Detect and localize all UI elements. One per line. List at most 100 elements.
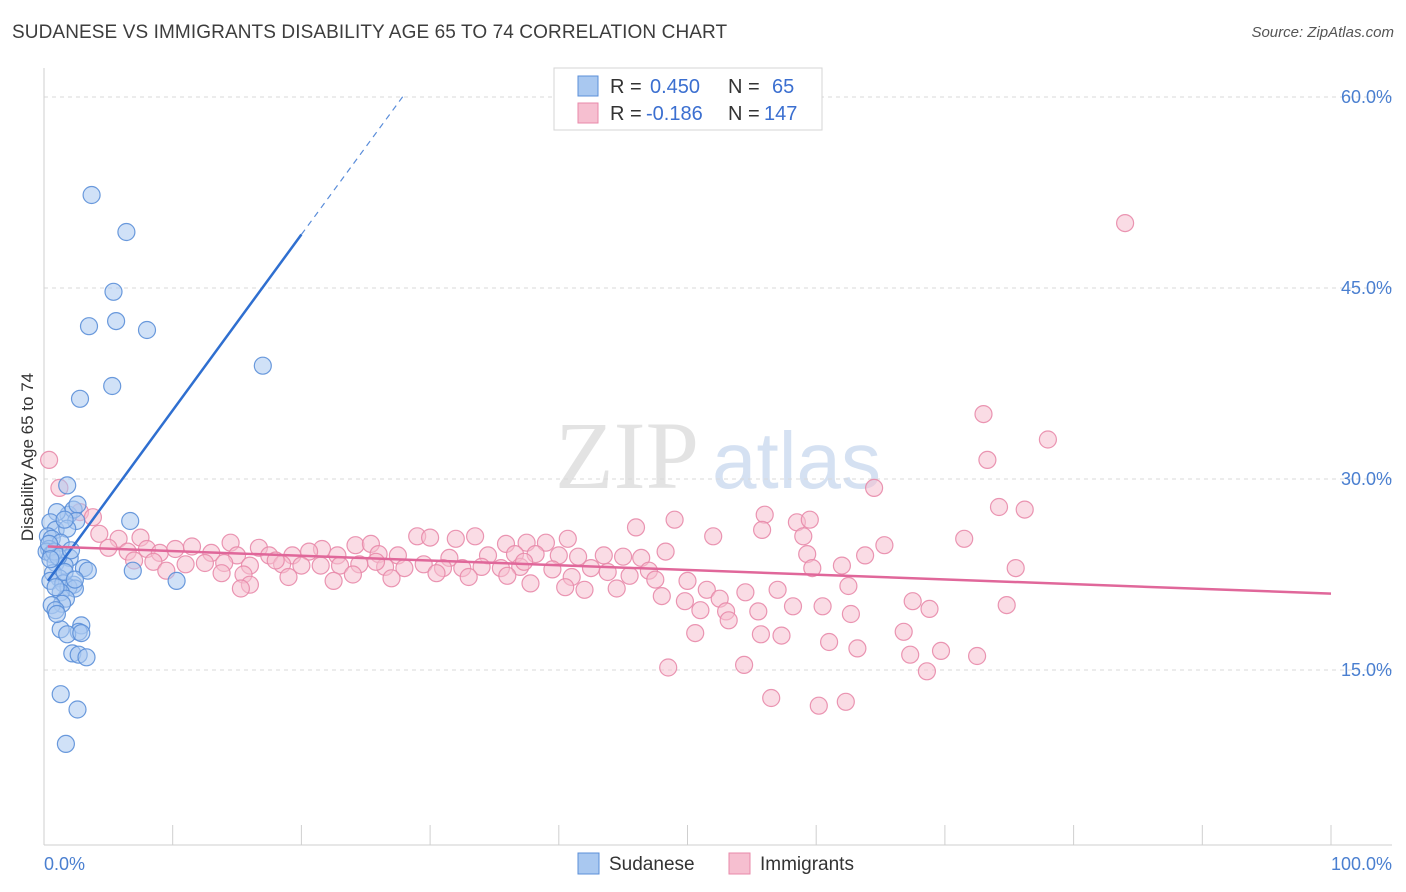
immigrants-point-131 (931, 641, 951, 661)
immigrants-point-30 (446, 529, 465, 548)
sudanese-point-53 (56, 734, 76, 754)
immigrants-point-130 (901, 645, 920, 664)
immigrants-point-114 (783, 597, 803, 616)
immigrants-point-112 (675, 592, 695, 611)
sudanese-point-30 (123, 561, 142, 580)
stats-legend: R = 0.450 N = 65 R = -0.186 N = 147 (553, 67, 823, 131)
immigrants-point-4 (864, 478, 884, 497)
legend-n-label-sudanese: N = (728, 76, 760, 98)
immigrants-point-35 (558, 529, 577, 548)
immigrants-point-126 (772, 626, 791, 645)
immigrants-point-2 (978, 450, 997, 469)
bottom-legend-label-sudanese: Sudanese (609, 854, 695, 875)
y-tick-label-45: 45.0% (1341, 278, 1392, 298)
immigrants-point-134 (734, 655, 754, 675)
immigrants-point-107 (736, 583, 755, 602)
immigrants-point-93 (382, 569, 401, 588)
immigrants-point-109 (839, 576, 858, 596)
immigrants-point-102 (521, 574, 540, 593)
sudanese-point-50 (77, 648, 96, 667)
immigrants-point-135 (917, 662, 937, 681)
sudanese-point-34 (167, 571, 186, 591)
immigrants-point-118 (997, 595, 1016, 615)
immigrants-point-85 (832, 556, 852, 575)
immigrants-point-81 (581, 558, 601, 578)
watermark: ZIP atlas (555, 402, 881, 509)
sudanese-point-5 (137, 320, 157, 340)
immigrants-point-98 (620, 566, 639, 585)
immigrants-point-3 (1038, 430, 1058, 449)
sudanese-point-13 (68, 495, 87, 514)
immigrants-point-12 (800, 510, 819, 529)
immigrants-point-17 (704, 527, 723, 546)
immigrants-point-95 (459, 567, 478, 587)
immigrants-point-138 (836, 692, 855, 711)
trend-lines (46, 94, 1332, 595)
watermark-atlas: atlas (712, 416, 881, 505)
sudanese-point-8 (103, 376, 122, 396)
immigrants-point-15 (626, 518, 646, 537)
sudanese-point-56 (39, 534, 59, 554)
immigrants-point-14 (1015, 500, 1034, 519)
immigrants-point-5 (39, 450, 59, 469)
legend-r-label-sudanese: R = (610, 76, 642, 98)
y-axis-label: Disability Age 65 to 74 (18, 373, 37, 541)
immigrants-point-63 (176, 555, 195, 574)
immigrants-point-13 (989, 497, 1009, 517)
immigrants-point-1 (974, 405, 993, 424)
bottom-legend-label-immigrants: Immigrants (760, 854, 854, 875)
immigrants-point-108 (768, 580, 787, 599)
immigrants-point-136 (762, 688, 781, 708)
legend-r-value-sudanese: 0.450 (650, 76, 700, 98)
sudanese-point-6 (253, 356, 272, 375)
immigrants-trend-line (47, 545, 1332, 595)
sudanese-trend-line (46, 233, 303, 582)
immigrants-point-90 (279, 567, 298, 587)
y-tick-label-30: 30.0% (1341, 469, 1392, 489)
immigrants-point-60 (875, 536, 894, 555)
legend-n-value-sudanese: 65 (772, 76, 794, 98)
sudanese-point-4 (106, 312, 126, 331)
immigrants-point-111 (652, 586, 671, 606)
immigrants-point-133 (659, 658, 678, 677)
immigrants-point-26 (346, 536, 365, 555)
sudanese-point-0 (82, 185, 101, 205)
sudanese-point-7 (70, 389, 90, 408)
immigrants-point-80 (543, 560, 562, 579)
immigrants-point-69 (311, 556, 330, 575)
immigrants-point-9 (665, 510, 684, 529)
immigrants-point-128 (751, 625, 771, 644)
immigrants-point-115 (813, 597, 832, 616)
immigrants-point-29 (421, 528, 440, 547)
sudanese-point-29 (78, 561, 97, 580)
gridlines (44, 96, 1392, 671)
immigrants-point-56 (613, 547, 633, 566)
legend-r-label-immigrants: R = (610, 103, 642, 125)
immigrants-point-121 (749, 602, 768, 621)
x-tick-label-min: 0.0% (44, 854, 85, 874)
legend-n-label-immigrants: N = (728, 103, 760, 125)
immigrants-point-88 (212, 564, 231, 583)
source-credit: Source: ZipAtlas.com (1251, 24, 1394, 41)
immigrants-point-100 (678, 571, 697, 591)
immigrants-point-19 (955, 529, 974, 548)
series-legend: Sudanese Immigrants (577, 852, 854, 875)
immigrants-point-127 (819, 632, 839, 652)
sudanese-point-52 (68, 700, 87, 719)
immigrants-point-106 (697, 580, 716, 599)
sudanese-point-59 (46, 578, 65, 597)
sudanese-point-1 (117, 222, 136, 242)
immigrants-point-34 (536, 533, 556, 552)
sudanese-trend-extension (300, 94, 405, 235)
immigrants-point-94 (427, 564, 446, 583)
immigrants-point-40 (166, 539, 185, 559)
sudanese-points (37, 185, 272, 754)
bottom-legend-swatch-immigrants (728, 852, 751, 875)
immigrants-point-116 (903, 592, 922, 611)
immigrants-point-122 (841, 604, 861, 624)
immigrants-point-68 (292, 556, 311, 575)
x-ticks (172, 825, 1332, 845)
stats-legend-box (553, 67, 823, 131)
sudanese-point-63 (55, 510, 74, 529)
